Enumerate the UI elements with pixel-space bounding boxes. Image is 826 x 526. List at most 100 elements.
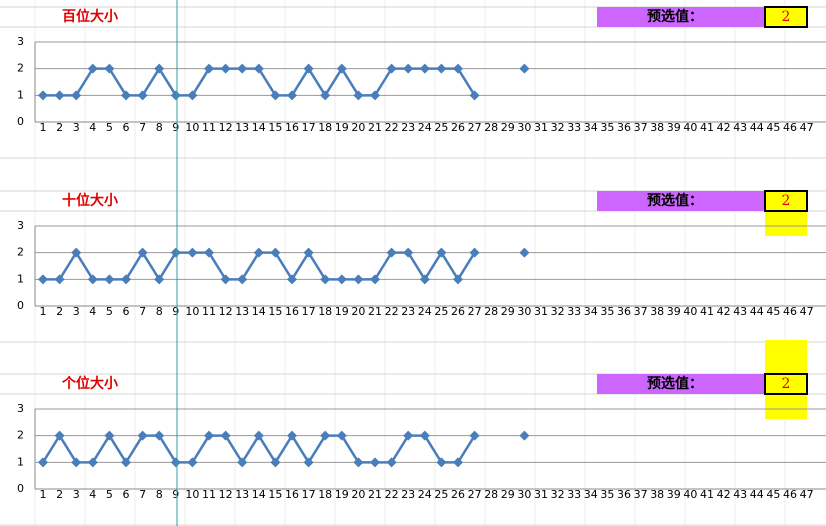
x-tick-label: 21 xyxy=(368,305,382,318)
x-tick-label: 32 xyxy=(551,488,565,501)
x-tick-label: 19 xyxy=(335,305,349,318)
preset-value: 2 xyxy=(782,193,791,209)
y-tick-label: 1 xyxy=(17,272,24,285)
x-tick-label: 28 xyxy=(484,121,498,134)
data-point xyxy=(303,247,314,258)
x-tick-label: 26 xyxy=(451,488,465,501)
data-point xyxy=(137,247,148,258)
data-point xyxy=(220,63,231,74)
x-tick-label: 31 xyxy=(534,305,548,318)
preset-label: 预选值： xyxy=(647,192,703,209)
x-tick-label: 6 xyxy=(123,121,130,134)
x-tick-label: 33 xyxy=(567,121,581,134)
x-tick-label: 20 xyxy=(351,305,365,318)
x-tick-label: 35 xyxy=(600,121,614,134)
y-tick-label: 3 xyxy=(17,219,24,232)
x-tick-label: 19 xyxy=(335,488,349,501)
x-tick-label: 38 xyxy=(650,488,664,501)
x-tick-label: 13 xyxy=(235,488,249,501)
x-tick-label: 18 xyxy=(318,488,332,501)
data-point xyxy=(436,457,447,468)
x-tick-label: 40 xyxy=(683,488,697,501)
data-point xyxy=(87,457,98,468)
x-tick-label: 10 xyxy=(185,305,199,318)
data-point xyxy=(386,457,397,468)
y-tick-label: 0 xyxy=(17,482,24,495)
x-tick-label: 30 xyxy=(517,305,531,318)
x-tick-label: 14 xyxy=(252,488,266,501)
data-point xyxy=(469,90,480,101)
x-tick-label: 23 xyxy=(401,121,415,134)
data-point xyxy=(38,90,48,101)
data-point xyxy=(187,457,198,468)
x-tick-label: 33 xyxy=(567,305,581,318)
data-point xyxy=(54,274,65,285)
data-point xyxy=(403,430,414,441)
data-point xyxy=(270,457,281,468)
data-point xyxy=(403,247,414,258)
data-point xyxy=(303,457,314,468)
data-point xyxy=(220,274,231,285)
x-tick-label: 37 xyxy=(634,305,648,318)
data-point xyxy=(38,457,48,468)
x-tick-label: 12 xyxy=(219,305,233,318)
x-tick-label: 17 xyxy=(302,121,316,134)
data-point xyxy=(370,457,380,468)
data-point xyxy=(54,430,65,441)
preset-label: 预选值： xyxy=(647,8,703,25)
x-tick-label: 28 xyxy=(484,488,498,501)
x-tick-label: 34 xyxy=(584,121,598,134)
x-tick-label: 30 xyxy=(517,488,531,501)
x-tick-label: 44 xyxy=(750,305,764,318)
x-tick-label: 14 xyxy=(252,121,266,134)
x-tick-label: 41 xyxy=(700,305,714,318)
x-tick-label: 11 xyxy=(202,305,216,318)
x-tick-label: 21 xyxy=(368,488,382,501)
x-tick-label: 23 xyxy=(401,488,415,501)
x-tick-label: 13 xyxy=(235,121,249,134)
data-point xyxy=(170,457,181,468)
data-point xyxy=(419,430,430,441)
x-tick-label: 15 xyxy=(268,121,282,134)
preset-label-cell xyxy=(597,191,765,211)
x-tick-label: 40 xyxy=(683,305,697,318)
x-tick-label: 25 xyxy=(434,121,448,134)
data-point xyxy=(287,430,297,441)
x-tick-label: 43 xyxy=(733,121,747,134)
data-point xyxy=(336,63,347,74)
data-point xyxy=(453,274,463,285)
x-tick-label: 6 xyxy=(123,305,130,318)
x-tick-label: 26 xyxy=(451,305,465,318)
x-tick-label: 11 xyxy=(202,121,216,134)
data-point xyxy=(336,274,347,285)
x-tick-label: 47 xyxy=(800,305,814,318)
data-point xyxy=(370,90,380,101)
x-tick-label: 47 xyxy=(800,488,814,501)
data-point xyxy=(353,90,364,101)
x-tick-label: 46 xyxy=(783,488,797,501)
data-point xyxy=(121,457,131,468)
x-tick-label: 42 xyxy=(717,121,731,134)
data-point xyxy=(353,274,364,285)
x-tick-label: 46 xyxy=(783,305,797,318)
x-tick-label: 32 xyxy=(551,305,565,318)
data-point xyxy=(453,63,463,74)
data-point xyxy=(353,457,364,468)
data-point xyxy=(469,430,480,441)
x-tick-label: 2 xyxy=(56,121,63,134)
data-point xyxy=(220,430,231,441)
x-tick-label: 36 xyxy=(617,121,631,134)
x-tick-label: 10 xyxy=(185,488,199,501)
x-tick-label: 45 xyxy=(766,121,780,134)
data-point xyxy=(71,247,82,258)
x-tick-label: 29 xyxy=(501,488,515,501)
data-point xyxy=(253,63,264,74)
x-tick-label: 46 xyxy=(783,121,797,134)
x-tick-label: 45 xyxy=(766,305,780,318)
x-tick-label: 35 xyxy=(600,488,614,501)
data-point xyxy=(38,274,48,285)
x-tick-label: 34 xyxy=(584,488,598,501)
data-point xyxy=(469,247,480,258)
x-tick-label: 43 xyxy=(733,305,747,318)
x-tick-label: 8 xyxy=(156,488,163,501)
